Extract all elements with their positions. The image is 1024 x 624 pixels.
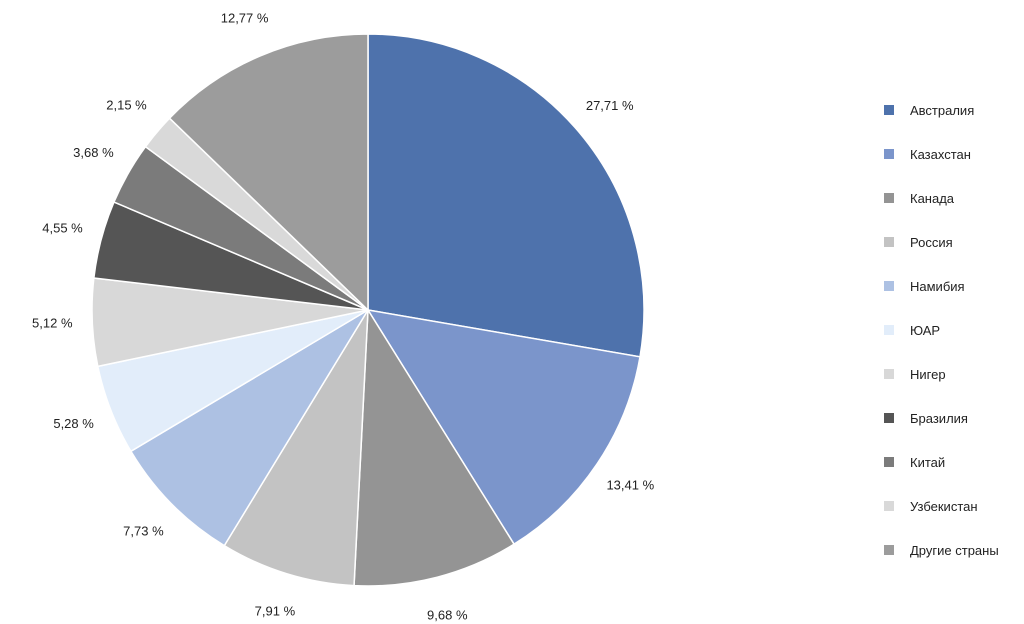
legend-swatch xyxy=(884,237,894,247)
legend-swatch xyxy=(884,149,894,159)
slice-value-label: 13,41 % xyxy=(606,478,654,493)
legend-swatch xyxy=(884,413,894,423)
legend-label: Австралия xyxy=(910,102,975,118)
pie-slices xyxy=(91,33,645,587)
legend-label: Узбекистан xyxy=(910,498,978,514)
pie-slice xyxy=(168,33,369,312)
pie-slice xyxy=(223,309,369,587)
pie-slice xyxy=(353,307,516,587)
legend-item: Австралия xyxy=(884,88,999,132)
legend-swatch xyxy=(884,369,894,379)
legend-swatch xyxy=(884,457,894,467)
slice-value-label: 5,28 % xyxy=(53,416,94,431)
slice-labels: 27,71 % 13,41 % 9,68 % 7,91 % 7,73 % 5,28 % 5,… xyxy=(32,11,655,623)
legend-label: Бразилия xyxy=(910,410,968,426)
legend-item: ЮАР xyxy=(884,308,999,352)
pie-slice xyxy=(129,309,369,547)
legend-label: Другие страны xyxy=(910,542,999,558)
legend-label: Нигер xyxy=(910,366,946,382)
slice-value-label: 4,55 % xyxy=(42,221,83,236)
legend-swatch xyxy=(884,281,894,291)
legend-label: Китай xyxy=(910,454,946,470)
slice-value-label: 9,68 % xyxy=(427,607,468,622)
slice-value-label: 12,77 % xyxy=(221,11,269,26)
legend-item: Намибия xyxy=(884,264,999,308)
legend-item: Канада xyxy=(884,176,999,220)
legend-item: Россия xyxy=(884,220,999,264)
legend-item: Казахстан xyxy=(884,132,999,176)
legend-item: Другие страны xyxy=(884,528,999,572)
pie-slice xyxy=(366,308,641,546)
legend-label: Канада xyxy=(910,190,955,206)
slice-value-label: 3,68 % xyxy=(73,145,114,160)
legend-label: Казахстан xyxy=(910,146,971,162)
slice-value-label: 5,12 % xyxy=(32,316,73,331)
legend-swatch xyxy=(884,545,894,555)
slice-value-label: 7,73 % xyxy=(123,524,164,539)
legend-item: Узбекистан xyxy=(884,484,999,528)
pie-slice xyxy=(367,33,645,358)
slice-value-label: 27,71 % xyxy=(586,98,634,113)
legend-swatch xyxy=(884,193,894,203)
legend-swatch xyxy=(884,105,894,115)
legend-swatch xyxy=(884,325,894,335)
legend-swatch xyxy=(884,501,894,511)
slice-value-label: 2,15 % xyxy=(106,98,147,113)
slice-value-label: 7,91 % xyxy=(255,603,296,618)
legend-item: Нигер xyxy=(884,352,999,396)
legend-label: ЮАР xyxy=(910,322,941,338)
legend-item: Бразилия xyxy=(884,396,999,440)
legend-label: Намибия xyxy=(910,278,965,294)
legend: Австралия Казахстан Канада Россия Намибия ЮАР… xyxy=(884,88,999,572)
legend-item: Китай xyxy=(884,440,999,484)
legend-label: Россия xyxy=(910,234,953,250)
